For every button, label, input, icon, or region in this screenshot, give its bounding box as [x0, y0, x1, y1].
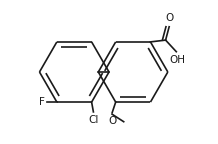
Text: Cl: Cl — [88, 115, 99, 125]
Text: OH: OH — [169, 55, 185, 65]
Text: F: F — [39, 97, 45, 107]
Text: O: O — [108, 116, 116, 126]
Text: O: O — [165, 13, 173, 23]
